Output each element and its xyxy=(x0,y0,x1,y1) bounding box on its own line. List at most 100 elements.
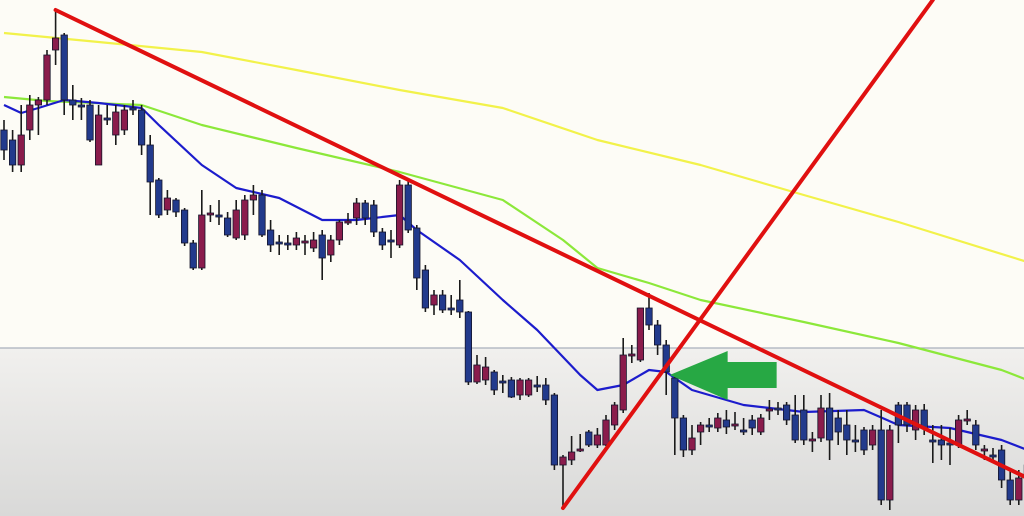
bearish-candle-body xyxy=(774,407,782,411)
bearish-candle-body xyxy=(258,194,266,236)
candle xyxy=(722,410,731,434)
bullish-candle-body xyxy=(817,407,825,439)
bearish-candle-body xyxy=(542,384,550,401)
bearish-candle-body xyxy=(387,239,395,243)
candle xyxy=(163,190,171,215)
bearish-candle-body xyxy=(180,209,189,244)
candle xyxy=(172,198,180,217)
candle xyxy=(490,370,498,395)
bullish-candle-body xyxy=(568,451,576,461)
candle xyxy=(413,225,421,290)
bearish-candle-body xyxy=(266,229,275,246)
bullish-candle-body xyxy=(395,184,404,246)
candle xyxy=(533,376,541,392)
candle xyxy=(52,10,60,65)
candle xyxy=(34,97,43,135)
candle xyxy=(800,395,808,445)
bearish-candle-body xyxy=(378,231,387,246)
bullish-candle-body xyxy=(327,239,335,256)
candle xyxy=(378,228,387,250)
bearish-candle-body xyxy=(103,117,111,121)
candle xyxy=(26,95,34,140)
bearish-candle-body xyxy=(275,241,283,245)
candle xyxy=(705,418,713,432)
bearish-candle-body xyxy=(679,417,688,451)
candle xyxy=(817,395,825,442)
candle xyxy=(318,230,326,280)
bullish-candle-body xyxy=(963,418,971,422)
candle xyxy=(525,378,533,397)
candle xyxy=(215,200,223,225)
candle xyxy=(232,200,240,240)
bullish-candle-body xyxy=(26,104,34,131)
candle xyxy=(516,378,524,400)
candle xyxy=(774,402,782,415)
bullish-candle-body xyxy=(17,134,25,166)
candle xyxy=(266,220,275,252)
bullish-candle-body xyxy=(292,237,301,246)
bearish-candle-body xyxy=(834,417,842,433)
trendline-1 xyxy=(53,8,1024,479)
candle xyxy=(507,377,516,398)
candle xyxy=(757,414,765,435)
candle xyxy=(361,200,369,225)
candle xyxy=(344,213,352,225)
candle xyxy=(593,428,602,448)
bullish-candle-body xyxy=(714,417,722,429)
candle xyxy=(1006,470,1014,505)
candle xyxy=(679,415,688,457)
candle xyxy=(421,265,430,312)
bearish-candle-body xyxy=(86,104,94,141)
candle xyxy=(654,320,662,355)
candle xyxy=(137,105,146,155)
candle xyxy=(95,105,103,166)
bullish-candle-body xyxy=(34,99,43,106)
bearish-candle-body xyxy=(456,299,464,313)
bullish-candle-body xyxy=(481,366,490,381)
candle xyxy=(292,232,301,250)
bullish-candle-body xyxy=(112,111,120,136)
bearish-candle-body xyxy=(671,377,679,419)
bearish-candle-body xyxy=(843,424,851,441)
candle xyxy=(826,393,834,460)
candle xyxy=(335,220,344,245)
bearish-candle-body xyxy=(404,184,412,231)
bullish-candle-body xyxy=(619,354,627,411)
bearish-candle-body xyxy=(748,419,756,429)
candle xyxy=(731,412,739,430)
candle xyxy=(860,427,868,455)
candle xyxy=(886,425,894,510)
bullish-candle-body xyxy=(241,199,249,236)
candle xyxy=(783,402,791,425)
candle xyxy=(748,415,756,435)
bearish-candle-body xyxy=(972,424,980,446)
candle xyxy=(120,105,128,135)
candle xyxy=(180,208,189,246)
bearish-candle-body xyxy=(69,99,77,106)
bullish-candle-body xyxy=(628,353,636,357)
candle xyxy=(808,432,817,452)
bearish-candle-body xyxy=(585,431,593,446)
candle xyxy=(60,33,68,115)
bullish-candle-body xyxy=(636,307,645,361)
bearish-candle-body xyxy=(60,34,68,101)
bullish-candle-body xyxy=(611,404,619,426)
candle xyxy=(103,105,111,125)
candle xyxy=(602,415,610,446)
bullish-candle-body xyxy=(955,419,963,446)
bearish-candle-body xyxy=(645,307,653,326)
candle xyxy=(869,425,877,450)
bearish-candle-body xyxy=(550,394,559,466)
candle xyxy=(249,185,257,215)
bearish-candle-body xyxy=(929,439,937,443)
candle xyxy=(352,198,361,225)
candle xyxy=(671,375,679,455)
bearish-candle-body xyxy=(989,454,997,458)
ma-yellow-line xyxy=(3,31,1024,263)
candle xyxy=(430,290,438,315)
candle xyxy=(404,178,412,233)
bearish-candle-body xyxy=(223,217,232,236)
candle xyxy=(241,195,249,240)
bullish-candle-body xyxy=(335,221,344,241)
bullish-candle-body xyxy=(731,423,739,427)
